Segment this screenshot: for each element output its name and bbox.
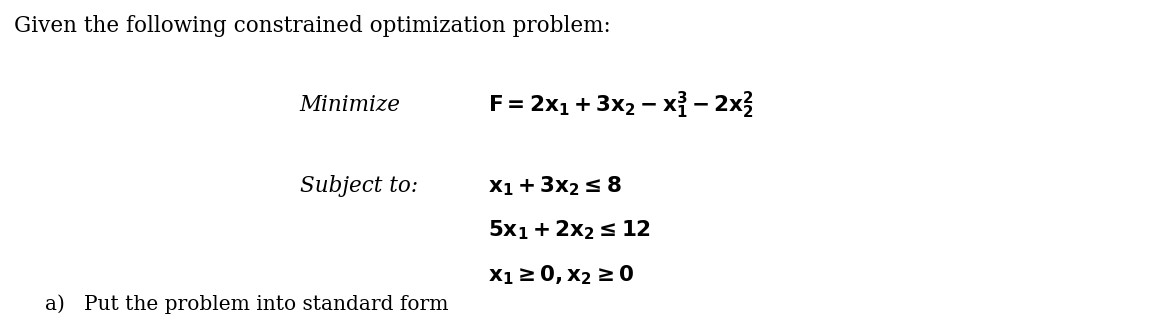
Text: Given the following constrained optimization problem:: Given the following constrained optimiza… — [14, 15, 611, 37]
Text: Minimize: Minimize — [300, 94, 401, 116]
Text: $\mathbf{x_1 + 3x_2 \leq 8}$: $\mathbf{x_1 + 3x_2 \leq 8}$ — [488, 174, 622, 198]
Text: Subject to:: Subject to: — [300, 175, 418, 197]
Text: $\mathbf{5x_1 + 2x_2 \leq 12}$: $\mathbf{5x_1 + 2x_2 \leq 12}$ — [488, 218, 651, 242]
Text: $\mathbf{x_1 \geq 0, x_2 \geq 0}$: $\mathbf{x_1 \geq 0, x_2 \geq 0}$ — [488, 263, 633, 287]
Text: a)   Put the problem into standard form: a) Put the problem into standard form — [45, 294, 448, 314]
Text: $\mathbf{F = 2x_1 + 3x_2 - x_1^3 - 2x_2^2}$: $\mathbf{F = 2x_1 + 3x_2 - x_1^3 - 2x_2^… — [488, 90, 753, 121]
